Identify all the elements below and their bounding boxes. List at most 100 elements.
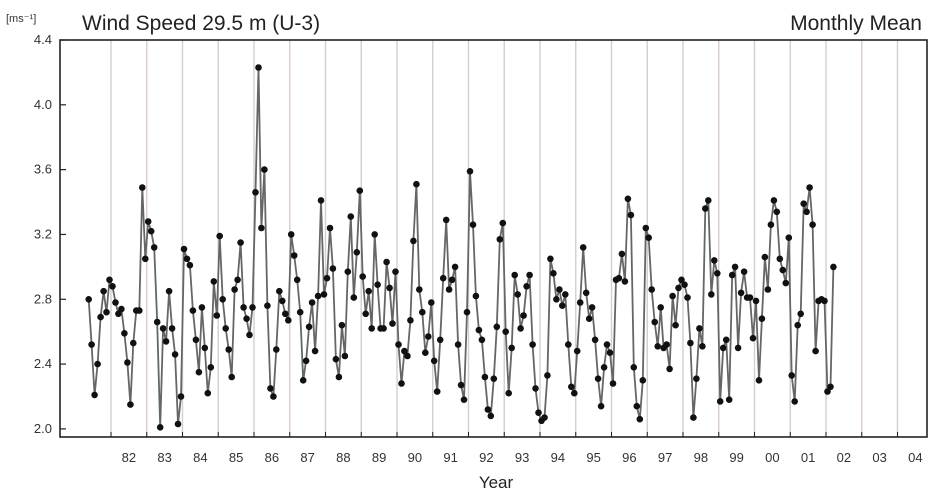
data-point — [296, 308, 304, 316]
data-point — [684, 294, 691, 301]
data-point — [246, 331, 253, 339]
data-point — [702, 205, 709, 212]
data-point — [559, 302, 566, 310]
data-point — [791, 398, 798, 405]
data-point — [472, 292, 480, 300]
data-point — [579, 244, 587, 251]
data-point — [639, 377, 647, 384]
data-point — [571, 389, 578, 397]
data-point — [565, 341, 572, 348]
x-tick-label: 92 — [479, 450, 493, 465]
data-point — [323, 274, 331, 282]
data-point — [466, 168, 474, 175]
data-point — [496, 236, 504, 243]
chart-title: Wind Speed 29.5 m (U-3) — [82, 12, 320, 35]
data-point — [439, 274, 447, 282]
data-point — [541, 414, 548, 421]
data-point — [311, 347, 319, 355]
data-point — [550, 270, 557, 277]
data-point — [422, 349, 429, 357]
data-point — [615, 274, 623, 282]
x-tick-label: 95 — [586, 450, 600, 465]
data-point — [106, 276, 113, 284]
data-point — [568, 383, 575, 391]
data-point — [669, 292, 676, 300]
data-point — [428, 299, 435, 306]
data-point — [261, 166, 268, 173]
data-point — [124, 359, 131, 366]
data-point — [320, 291, 328, 298]
data-point — [830, 263, 837, 271]
data-point — [457, 381, 465, 389]
data-point — [636, 415, 644, 423]
data-point — [711, 257, 718, 264]
x-axis-label: Year — [479, 473, 514, 492]
data-point — [714, 270, 721, 277]
data-point — [156, 424, 164, 431]
data-point — [329, 265, 337, 272]
data-point — [624, 195, 632, 203]
data-point — [553, 296, 560, 303]
data-point — [410, 237, 417, 245]
data-point — [600, 364, 608, 371]
y-axis-ticks: 2.0 2.4 2.8 3.2 3.6 4.0 4.4 — [34, 32, 66, 436]
data-point — [425, 333, 432, 340]
data-point — [675, 284, 682, 292]
data-point — [91, 391, 98, 399]
data-point — [88, 341, 95, 348]
data-point — [529, 341, 536, 348]
x-tick-label: 99 — [729, 450, 743, 465]
data-point — [722, 336, 730, 344]
data-point — [663, 341, 670, 348]
data-point — [341, 352, 349, 360]
data-point — [195, 368, 203, 376]
data-point — [484, 406, 492, 413]
data-point — [353, 249, 361, 256]
data-point — [115, 310, 122, 318]
data-point — [237, 239, 244, 246]
data-point — [544, 372, 551, 379]
data-point — [243, 315, 250, 323]
data-point — [776, 255, 784, 263]
data-point — [705, 197, 712, 204]
data-point — [517, 325, 524, 332]
data-point — [535, 409, 542, 417]
data-point — [430, 357, 438, 365]
data-point — [562, 291, 569, 298]
data-point — [97, 313, 104, 321]
data-point — [621, 278, 629, 285]
data-point — [642, 224, 650, 232]
data-point — [782, 279, 790, 287]
data-point — [85, 296, 92, 303]
data-point — [362, 310, 370, 318]
data-point — [523, 283, 530, 290]
data-point — [130, 339, 137, 347]
data-point — [326, 224, 334, 232]
data-point — [216, 232, 223, 240]
data-point — [183, 255, 191, 263]
data-point — [192, 336, 200, 344]
data-point — [308, 299, 316, 306]
data-point — [469, 221, 477, 228]
x-tick-label: 93 — [515, 450, 529, 465]
data-point — [165, 287, 173, 295]
data-point — [407, 317, 414, 324]
data-point — [806, 184, 813, 191]
data-point — [404, 352, 411, 360]
data-point — [314, 292, 322, 300]
x-tick-label: 87 — [300, 450, 314, 465]
data-point — [258, 224, 265, 232]
data-point — [547, 255, 554, 263]
x-tick-label: 02 — [837, 450, 851, 465]
y-tick-label: 2.4 — [34, 356, 52, 371]
data-point — [725, 396, 733, 404]
x-tick-label: 01 — [801, 450, 815, 465]
data-point — [824, 388, 831, 395]
data-point — [645, 234, 652, 241]
data-point — [666, 365, 673, 373]
y-axis-unit-label: [ms⁻¹] — [6, 13, 36, 25]
data-point — [162, 338, 170, 345]
data-point — [445, 286, 453, 293]
data-point — [708, 291, 715, 298]
data-point — [386, 284, 393, 292]
